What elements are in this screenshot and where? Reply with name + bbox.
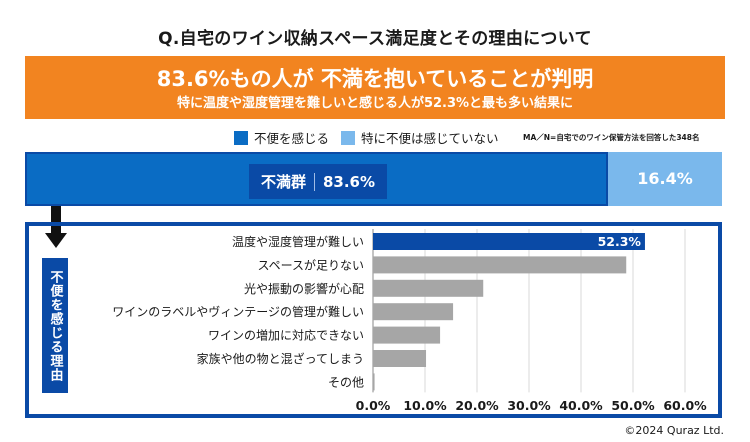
sample-note: MA／N=自宅でのワイン保管方法を回答した348名: [523, 133, 700, 142]
category-label: その他: [328, 375, 364, 389]
x-tick-label: 30.0%: [507, 398, 551, 413]
reasons-panel: [25, 222, 722, 418]
category-label: 温度や湿度管理が難しい: [232, 234, 364, 249]
legend-swatch-light: [341, 130, 356, 145]
bar: [373, 350, 427, 367]
segment-value-label: 83.6%: [322, 172, 376, 191]
x-tick-label: 10.0%: [403, 398, 447, 413]
copyright: ©2024 Quraz Ltd.: [624, 424, 724, 437]
data-label: 52.3%: [598, 234, 642, 249]
segment-value-label: 16.4%: [637, 169, 693, 188]
legend-item-not-inconvenient: 特に不便は感じていない: [341, 128, 499, 147]
legend: 不便を感じる 特に不便は感じていない: [234, 128, 511, 147]
category-label: ワインのラベルやヴィンテージの管理が難しい: [112, 304, 364, 319]
group-label: 不満群: [260, 173, 306, 191]
x-tick-label: 50.0%: [611, 398, 655, 413]
x-tick-label: 20.0%: [455, 398, 499, 413]
headline-banner: 83.6%もの人が 不満を抱いていることが判明 特に温度や湿度管理を難しいと感じ…: [25, 56, 725, 119]
bar: [373, 256, 627, 274]
stacked-bar: 不満群 83.6% 16.4%: [25, 152, 722, 206]
legend-label: 特に不便は感じていない: [361, 131, 499, 146]
segment-inconvenient: 不満群 83.6%: [25, 152, 608, 206]
x-tick-label: 40.0%: [559, 398, 603, 413]
category-label: 家族や他の物と混ざってしまう: [197, 351, 364, 366]
bar: [373, 279, 484, 297]
legend-label: 不便を感じる: [254, 131, 330, 146]
segment-not-inconvenient: 16.4%: [608, 152, 722, 206]
legend-swatch-dark: [234, 130, 248, 145]
divider: [313, 172, 315, 191]
banner-headline: 83.6%もの人が 不満を抱いていることが判明: [156, 67, 594, 91]
bar: [373, 326, 441, 344]
category-label: スペースが足りない: [257, 257, 364, 272]
reasons-vertical-label: 不便を感じる理由: [42, 258, 68, 393]
banner-subline: 特に温度や湿度管理を難しいと感じる人が52.3%と最も多い結果に: [176, 96, 574, 111]
bar: [373, 303, 454, 321]
bar: [373, 373, 375, 391]
bar: [373, 233, 645, 250]
group-label-box: 不満群 83.6%: [249, 164, 387, 199]
category-label: ワインの増加に対応できない: [208, 329, 364, 343]
page-title: Q.自宅のワイン収納スペース満足度とその理由について: [158, 29, 592, 49]
down-arrow-icon: [45, 206, 67, 248]
category-label: 光や振動の影響が心配: [244, 281, 364, 296]
x-tick-label: 60.0%: [663, 398, 707, 413]
legend-item-inconvenient: 不便を感じる: [234, 128, 329, 147]
x-tick-label: 0.0%: [356, 398, 391, 413]
